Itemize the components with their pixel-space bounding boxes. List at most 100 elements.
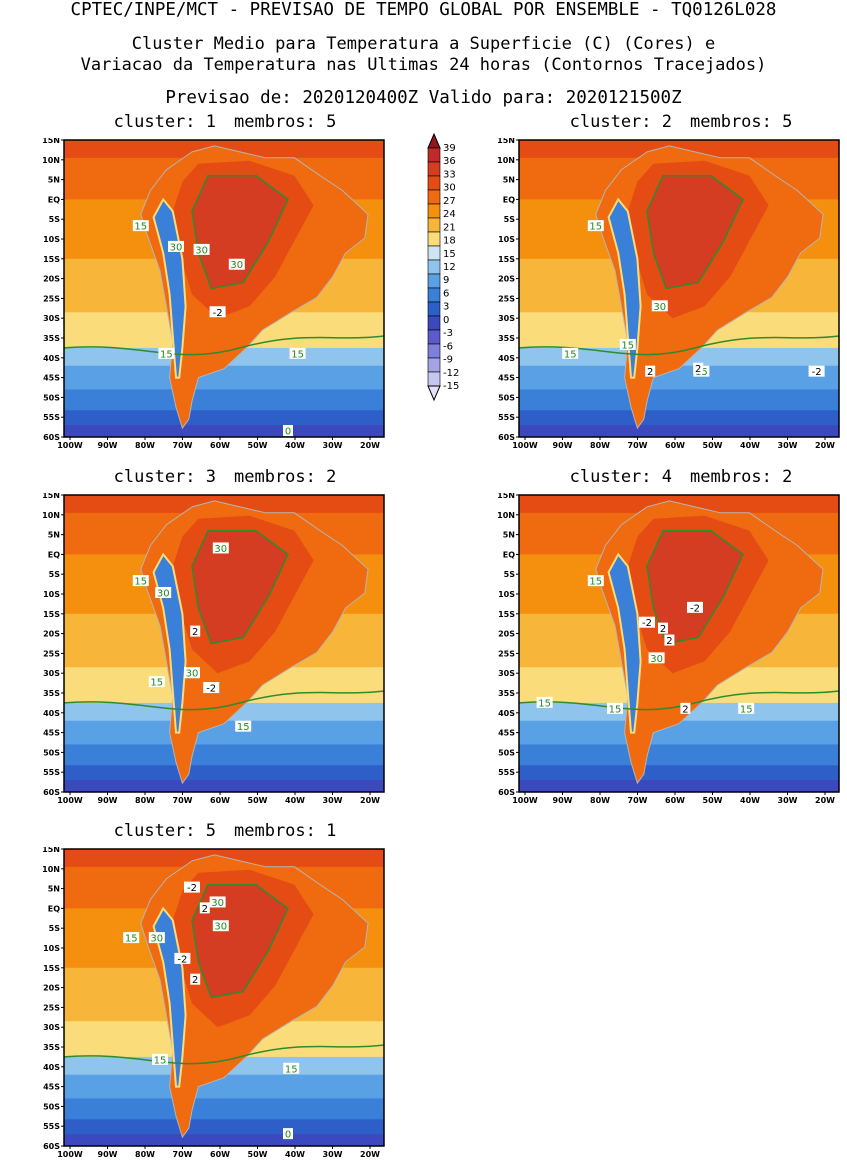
lon-label: 100W (57, 1150, 83, 1159)
contour-label-bg (152, 1053, 168, 1065)
lon-label: 60W (210, 796, 230, 805)
contour-label-bg (536, 696, 553, 708)
lat-label: 5N (48, 176, 60, 185)
lon-label: 60W (665, 796, 685, 805)
colorbar-segment (427, 301, 441, 317)
contour-label-bg (562, 347, 579, 359)
lat-label: 5S (504, 570, 516, 579)
contour-label-variation: 2 (192, 975, 198, 986)
lon-label: 40W (740, 796, 760, 805)
lat-label: 15N (42, 493, 60, 500)
header-dates: Previsao de: 2020120400Z Valido para: 20… (165, 88, 682, 108)
lat-label: 50S (43, 748, 60, 757)
lat-label: 40S (498, 354, 515, 363)
temperature-band (64, 744, 384, 766)
lon-label: 40W (740, 441, 760, 450)
lat-label: 35S (498, 689, 515, 698)
lat-label: EQ (503, 550, 515, 559)
lon-label: 40W (285, 1150, 305, 1159)
contour-label-temp: 30 (150, 934, 163, 945)
contour-label-temp: 15 (609, 704, 622, 715)
temperature-band (64, 720, 384, 745)
temperature-band (519, 410, 839, 426)
header-subtitle-2: Variacao da Temperatura nas Ultimas 24 h… (80, 55, 767, 75)
lon-label: 100W (512, 441, 538, 450)
panel-title: cluster: 3 membros: 2 (85, 467, 365, 487)
contour-label-variation: -2 (187, 883, 197, 894)
contour-label-variation: -2 (812, 367, 822, 378)
lat-label: 25S (43, 294, 60, 303)
lat-label: 60S (43, 433, 60, 442)
lat-label: EQ (48, 550, 60, 559)
lat-label: 20S (43, 275, 60, 284)
andes-region (152, 552, 187, 734)
lat-label: 15S (498, 255, 515, 264)
contour-label-temp: 15 (564, 349, 577, 360)
lon-label: 60W (210, 441, 230, 450)
lon-label: 50W (703, 796, 723, 805)
lat-label: 55S (43, 413, 60, 422)
lat-label: 5S (49, 924, 61, 933)
lat-label: EQ (48, 195, 60, 204)
temperature-band (64, 780, 384, 793)
lat-label: 50S (498, 748, 515, 757)
lat-label: 10S (498, 235, 515, 244)
temperature-band (64, 1134, 384, 1147)
contour-label-variation: 2 (660, 624, 666, 635)
lat-label: 60S (498, 788, 515, 797)
contour-label-bg (209, 896, 226, 908)
lon-label: 70W (173, 1150, 193, 1159)
colorbar-segment (427, 189, 441, 205)
map-frame (63, 848, 385, 1147)
contour-label-temp: 0 (285, 1130, 291, 1141)
lat-label: 5N (48, 531, 60, 540)
contour-label-bg (738, 702, 755, 714)
contour-label-temp: 15 (160, 349, 173, 360)
colorbar-label: -9 (443, 355, 453, 366)
lon-label: 70W (173, 796, 193, 805)
contour-label-bg (808, 365, 825, 377)
contour-label-temp: 15 (134, 222, 147, 233)
lat-label: 55S (43, 768, 60, 777)
lon-label: 70W (173, 441, 193, 450)
lat-label: 35S (43, 689, 60, 698)
contour-label-bg (619, 338, 636, 350)
lat-label: 10S (43, 235, 60, 244)
contour-label-bg (283, 425, 293, 437)
cluster-label: cluster: 2 (569, 112, 672, 132)
lat-label: 20S (43, 630, 60, 639)
lon-label: 30W (323, 796, 343, 805)
lat-label: 5N (503, 531, 515, 540)
contour-label-bg (148, 676, 165, 688)
contour-label-bg (212, 542, 229, 554)
members-label: membros: 1 (234, 821, 337, 841)
contour-label-bg (587, 575, 604, 587)
contour-label-temp: 15 (621, 340, 634, 351)
lon-label: 80W (590, 796, 610, 805)
lat-label: 60S (43, 788, 60, 797)
lon-label: 30W (778, 796, 798, 805)
lat-label: 15N (42, 138, 60, 145)
lat-label: EQ (48, 904, 60, 913)
lon-label: 90W (553, 796, 573, 805)
colorbar-label: -3 (443, 328, 453, 339)
contour-label-bg (148, 932, 165, 944)
lat-label: 15S (498, 610, 515, 619)
lon-label: 30W (323, 1150, 343, 1159)
lat-label: 40S (43, 354, 60, 363)
panel-title: cluster: 1 membros: 5 (85, 112, 365, 132)
temperature-band (519, 720, 839, 745)
lat-label: 30S (43, 669, 60, 678)
lat-label: 60S (498, 433, 515, 442)
contour-label-bg (687, 601, 703, 613)
lon-label: 20W (815, 441, 835, 450)
lon-label: 100W (57, 796, 83, 805)
lat-label: 15S (43, 610, 60, 619)
temperature-band (519, 780, 839, 793)
temperature-band (64, 410, 384, 426)
members-label: membros: 5 (690, 112, 793, 132)
temperature-band (64, 1119, 384, 1135)
temperature-band (64, 425, 384, 438)
map-panel: 15N 10N 5N EQ 5S 10S 15S 20S 25S 30S 35S 40S 45S 50S 5… (497, 493, 840, 805)
